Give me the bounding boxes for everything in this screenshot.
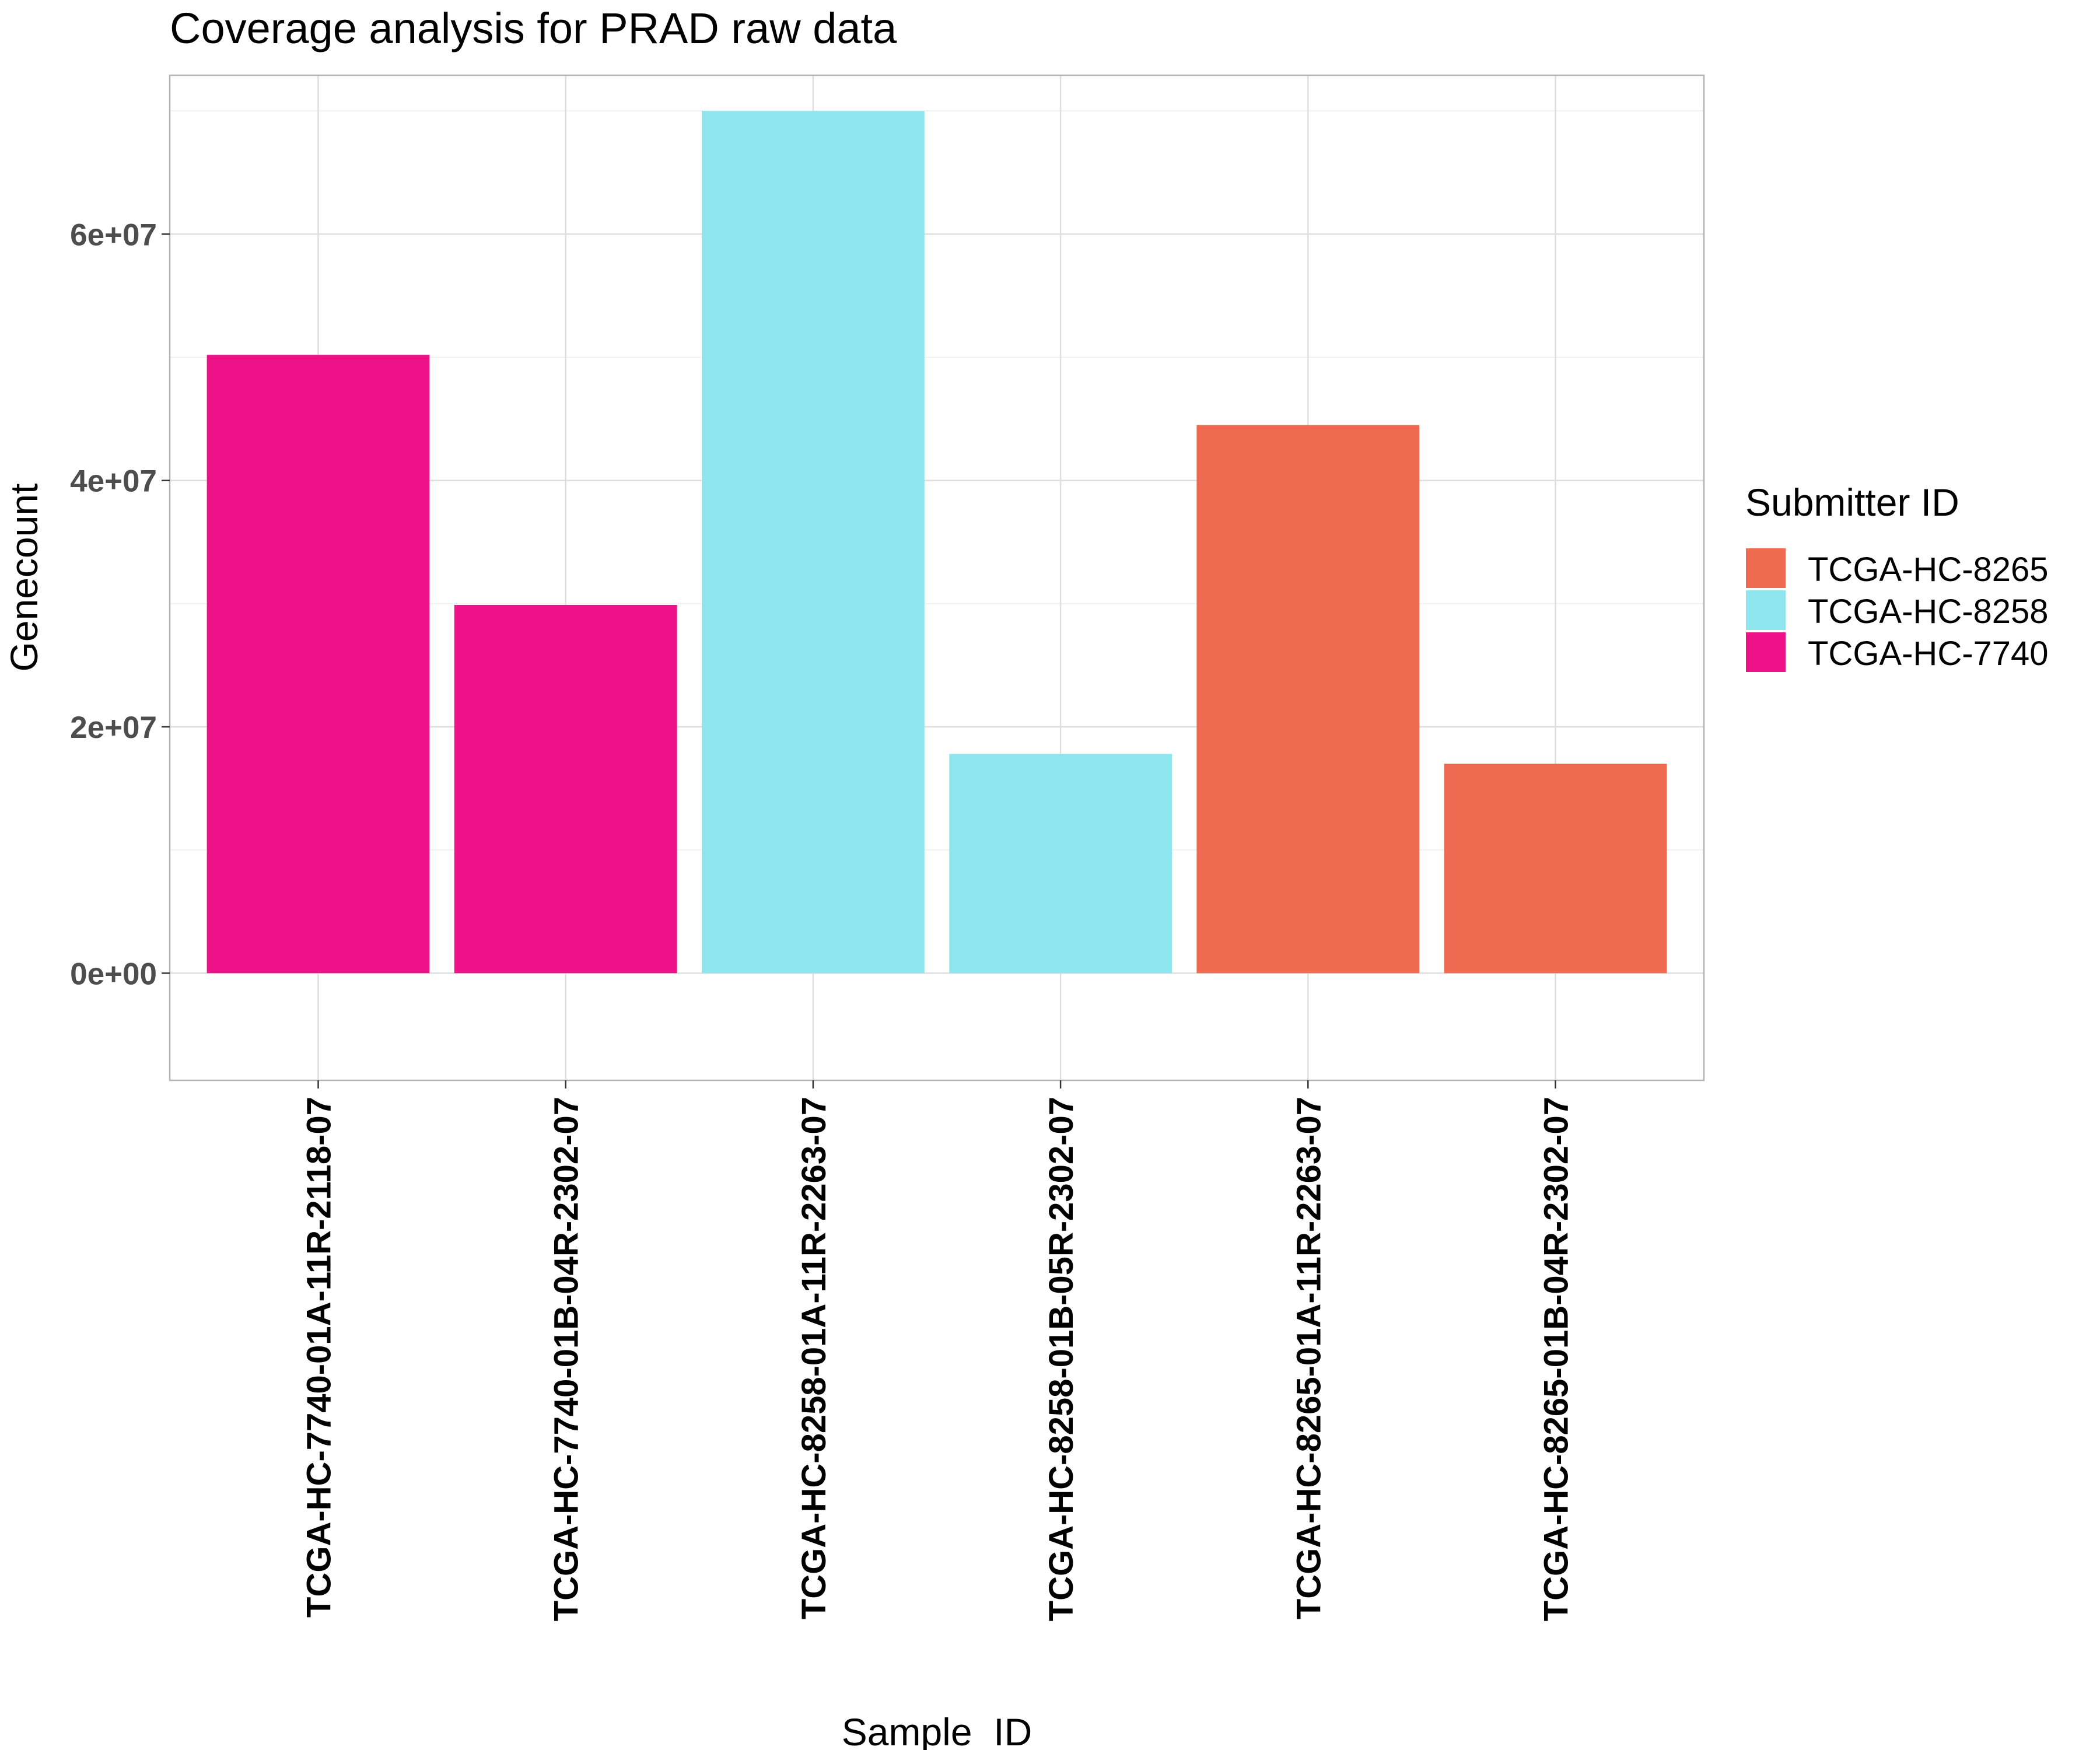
y-tick-label: 0e+00 — [70, 957, 157, 991]
legend: Submitter ID TCGA-HC-8265 TCGA-HC-8258 TCG… — [1745, 481, 2049, 673]
chart-title: Coverage analysis for PRAD raw data — [170, 4, 897, 52]
bar — [1196, 425, 1420, 974]
x-tick-label: TCGA-HC-7740-01B-04R-2302-07 — [548, 1097, 586, 1621]
bar — [949, 754, 1172, 974]
x-axis-title: Sample_ID — [842, 1710, 1032, 1750]
y-tick-label: 6e+07 — [70, 218, 157, 252]
x-tick-label: TCGA-HC-8258-01B-05R-2302-07 — [1042, 1097, 1080, 1621]
bar — [206, 355, 430, 974]
y-tick-label: 4e+07 — [70, 464, 157, 499]
legend-key — [1746, 590, 1786, 630]
legend-label: TCGA-HC-7740 — [1808, 635, 2049, 673]
legend-title: Submitter ID — [1745, 481, 1959, 524]
y-tick-label: 2e+07 — [70, 710, 157, 745]
x-tick-label: TCGA-HC-8258-01A-11R-2263-07 — [795, 1097, 833, 1619]
legend-label: TCGA-HC-8258 — [1808, 593, 2049, 631]
y-axis-title: Genecount — [2, 484, 46, 672]
y-axis: 0e+00 2e+07 4e+07 6e+07 — [70, 218, 170, 991]
x-tick-label: TCGA-HC-8265-01B-04R-2302-07 — [1537, 1097, 1575, 1621]
legend-key — [1746, 632, 1786, 672]
x-tick-label: TCGA-HC-8265-01A-11R-2263-07 — [1290, 1097, 1328, 1619]
plot-panel-border — [169, 74, 1705, 1082]
bar — [1444, 764, 1667, 974]
bar — [454, 604, 677, 974]
legend-label: TCGA-HC-8265 — [1808, 551, 2049, 589]
legend-key — [1746, 548, 1786, 588]
x-tick-label: TCGA-HC-7740-01A-11R-2118-07 — [300, 1097, 338, 1618]
bar — [702, 111, 925, 974]
bars — [206, 111, 1667, 974]
x-axis: TCGA-HC-7740-01A-11R-2118-07 TCGA-HC-7740… — [300, 1080, 1575, 1621]
